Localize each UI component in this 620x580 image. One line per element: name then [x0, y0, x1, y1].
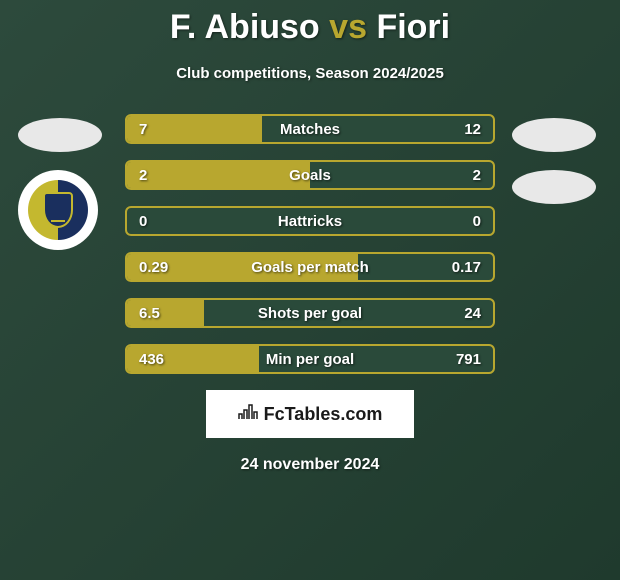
chart-icon [238, 404, 260, 425]
club-badge [18, 170, 98, 250]
shield-icon [43, 192, 73, 228]
left-badge-column [18, 118, 108, 250]
placeholder-ellipse [512, 170, 596, 204]
stat-label: Shots per goal [127, 300, 493, 326]
stat-bar: 2 Goals 2 [125, 160, 495, 190]
brand-text: FcTables.com [264, 404, 383, 425]
stat-bar: 0 Hattricks 0 [125, 206, 495, 236]
right-badge-column [512, 118, 602, 222]
stat-right-value: 12 [464, 116, 481, 142]
comparison-title: F. Abiuso vs Fiori [0, 8, 620, 47]
placeholder-ellipse [18, 118, 102, 152]
stat-label: Matches [127, 116, 493, 142]
stat-label: Min per goal [127, 346, 493, 372]
vs-word: vs [329, 8, 367, 46]
player1-name: F. Abiuso [170, 8, 320, 46]
stat-label: Goals [127, 162, 493, 188]
brand-box: FcTables.com [206, 390, 414, 438]
stat-bar: 6.5 Shots per goal 24 [125, 298, 495, 328]
stat-label: Hattricks [127, 208, 493, 234]
player2-name: Fiori [376, 8, 450, 46]
stat-right-value: 2 [473, 162, 481, 188]
placeholder-ellipse [512, 118, 596, 152]
stat-bar: 436 Min per goal 791 [125, 344, 495, 374]
stat-right-value: 0.17 [452, 254, 481, 280]
stat-bar: 7 Matches 12 [125, 114, 495, 144]
club-badge-inner [28, 180, 88, 240]
stat-right-value: 791 [456, 346, 481, 372]
date-text: 24 november 2024 [0, 456, 620, 474]
stat-bars: 7 Matches 12 2 Goals 2 0 Hattricks 0 0.2… [125, 114, 495, 374]
stat-label: Goals per match [127, 254, 493, 280]
stat-right-value: 24 [464, 300, 481, 326]
stat-right-value: 0 [473, 208, 481, 234]
stat-bar: 0.29 Goals per match 0.17 [125, 252, 495, 282]
subtitle: Club competitions, Season 2024/2025 [0, 65, 620, 82]
